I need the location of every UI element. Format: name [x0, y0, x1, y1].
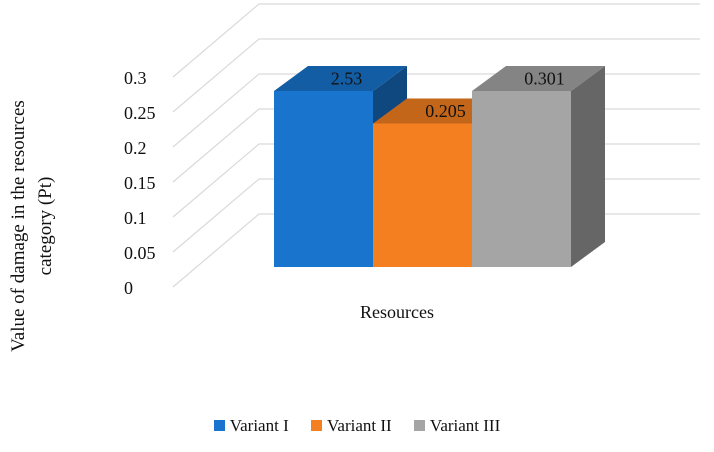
y-tick-label: 0.15	[124, 173, 156, 193]
bar-variant-i	[274, 91, 373, 267]
y-tick-label: 0.05	[124, 243, 156, 263]
legend-item-variant-iii: Variant III	[413, 416, 501, 436]
y-tick-label: 0.25	[124, 103, 156, 123]
gridline	[172, 38, 700, 113]
bar-top-variant-i	[274, 66, 407, 91]
legend-label-variant-iii: Variant III	[429, 416, 501, 435]
legend-label-variant-ii: Variant II	[327, 416, 392, 435]
bar-variant-iii	[472, 91, 571, 267]
y-tick-label: 0	[124, 278, 133, 298]
y-axis-title: category (Pt)	[35, 177, 56, 276]
data-label-variant-iii: 0.301	[524, 69, 565, 89]
legend-swatch-variant-ii	[311, 420, 322, 431]
legend-item-variant-i: Variant I	[213, 416, 289, 436]
legend-swatch-variant-iii	[413, 420, 425, 431]
bar-side-variant-iii	[571, 66, 605, 267]
y-tick-label: 0.2	[124, 138, 147, 158]
bar-top-variant-iii	[472, 66, 605, 91]
legend: Variant I Variant II Variant III	[0, 416, 714, 436]
category-label: Resources	[360, 302, 434, 322]
data-label-variant-i: 2.53	[331, 69, 363, 89]
legend-swatch-variant-i	[213, 420, 225, 431]
gridline	[172, 3, 700, 78]
bar-variant-ii	[373, 123, 472, 267]
legend-label-variant-i: Variant I	[229, 416, 289, 435]
legend-item-variant-ii: Variant II	[311, 416, 392, 436]
y-tick-label: 0.1	[124, 208, 147, 228]
y-tick-label: 0.3	[124, 68, 147, 88]
y-axis-title: Value of damage in the resources	[8, 100, 29, 352]
data-label-variant-ii: 0.205	[425, 101, 466, 121]
